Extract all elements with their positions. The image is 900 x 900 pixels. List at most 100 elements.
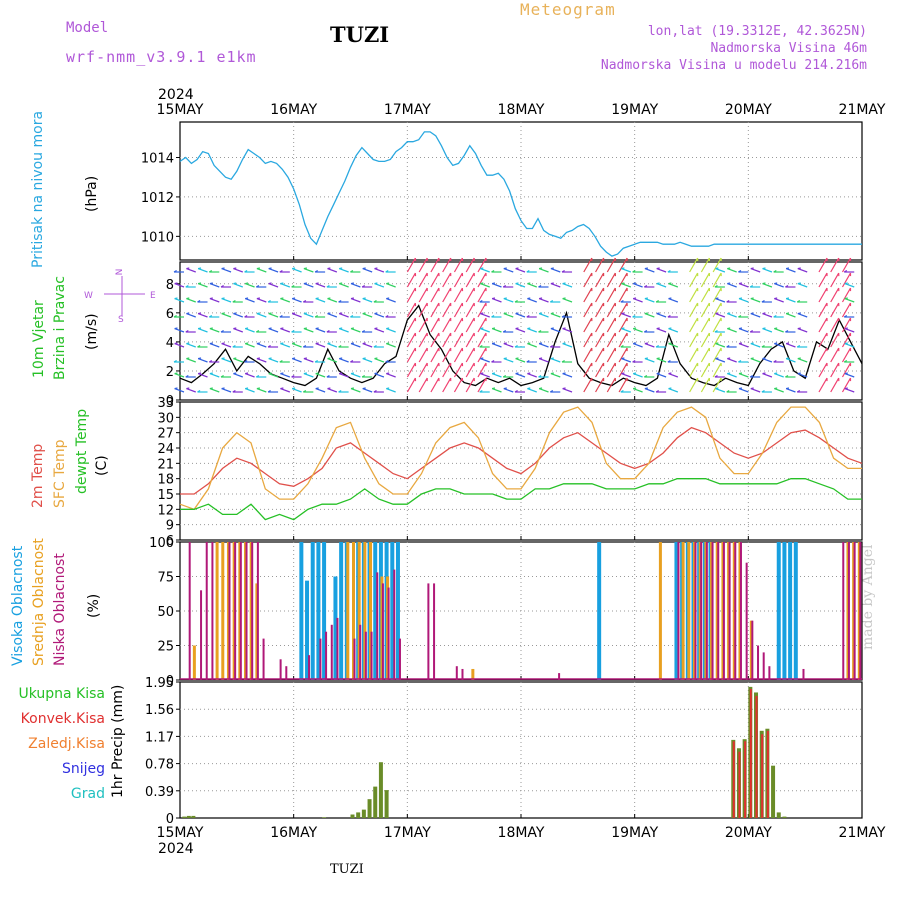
wind-arrow — [750, 358, 761, 363]
cloud_cover-bar-2 — [739, 542, 742, 680]
wind-arrow — [244, 283, 255, 288]
wind-arrow — [830, 272, 840, 288]
cloud_cover-bar-2 — [200, 590, 203, 680]
wind-arrow-head — [315, 297, 319, 300]
wind-arrow-head — [280, 342, 284, 345]
wind-arrow — [762, 313, 773, 318]
wind-arrow-head — [480, 282, 484, 285]
wind-arrow — [595, 332, 605, 348]
wind-arrow-head — [633, 372, 637, 375]
temperature-ytick-label: 33 — [157, 396, 174, 411]
cloud_cover-bar-0 — [793, 542, 798, 680]
wind-arrow — [477, 362, 487, 378]
legend-hail: Grad — [70, 786, 105, 802]
cloud_cover-bar-2 — [376, 572, 379, 680]
wind-arrow-head — [315, 282, 319, 285]
wind-arrow — [668, 298, 679, 303]
wind-arrow — [712, 362, 722, 378]
wind-arrow — [406, 302, 416, 318]
cloud_cover-bar-2 — [359, 624, 362, 680]
wind-arrow-head — [738, 327, 743, 330]
wind-arrow-head — [339, 372, 343, 375]
wind-arrow — [644, 358, 655, 363]
wind-arrow — [550, 313, 561, 318]
wind-arrow — [197, 358, 208, 363]
temperature-series-1 — [179, 406, 862, 511]
wind-arrow — [480, 328, 490, 333]
wind-arrow — [480, 283, 490, 288]
wind-arrow — [209, 328, 220, 333]
wind-arrow — [197, 328, 208, 333]
wind-arrow — [362, 388, 373, 393]
wind-arrow-head — [515, 312, 519, 315]
legend-frz-rain: Zaledj.Kisa — [28, 736, 105, 752]
wind-arrow-head — [797, 312, 801, 315]
wind-arrow — [315, 388, 326, 393]
wind-arrow — [738, 298, 749, 303]
wind-arrow-head — [527, 282, 531, 285]
wind-arrow — [656, 313, 667, 318]
cloud_cover-ytick-label: 50 — [157, 605, 174, 620]
wind-arrow-head — [279, 314, 283, 318]
wind-arrow — [668, 373, 679, 378]
wind-arrow — [503, 358, 514, 363]
wind-arrow — [503, 388, 514, 393]
wind-arrow-head — [303, 267, 308, 270]
wind-arrow-head — [621, 282, 625, 285]
wind-arrow — [430, 272, 440, 288]
wind-arrow-head — [208, 269, 213, 273]
wind-arrow — [841, 287, 852, 303]
wind-arrow — [186, 313, 196, 318]
wind-arrow — [785, 298, 796, 303]
wind-arrow — [291, 298, 302, 303]
wind-arrow — [418, 362, 428, 378]
wind-arrow — [797, 328, 808, 333]
wind-arrow-head — [562, 327, 566, 330]
wind-arrow — [280, 343, 291, 348]
wind-arrow — [689, 272, 699, 288]
wind-arrow — [550, 358, 561, 363]
cloud_cover-bar-2 — [677, 542, 680, 680]
wind-arrow — [477, 257, 487, 273]
pressure-ytick-label: 1014 — [141, 151, 174, 166]
wind-arrow — [632, 298, 643, 303]
wind-arrow — [386, 388, 396, 393]
precipitation-bar-0 — [191, 815, 196, 818]
wind-arrow-head — [173, 359, 177, 363]
wind-arrow — [727, 328, 737, 333]
wind-arrow-head — [256, 357, 261, 360]
wind-arrow-head — [527, 372, 531, 375]
wind-arrow — [209, 388, 220, 393]
wind-arrow — [656, 268, 667, 273]
wind-arrow — [797, 283, 808, 288]
wind-arrow-head — [362, 342, 366, 345]
wind-arrow-head — [502, 329, 507, 333]
cloud_cover-bar-2 — [751, 620, 754, 680]
wind-arrow — [465, 347, 475, 363]
wind-arrow-head — [620, 389, 624, 393]
precipitation-bar-0 — [384, 790, 389, 818]
temperature-ytick-label: 9 — [166, 519, 174, 534]
wind-arrow-head — [844, 282, 848, 285]
wind-arrow — [430, 347, 440, 363]
wind-arrow — [291, 358, 302, 363]
wind-arrow-head — [221, 387, 225, 390]
wind-arrow-head — [480, 267, 484, 270]
wind-arrow-head — [374, 372, 378, 375]
wind-arrow-head — [503, 297, 507, 300]
wind-arrow-head — [843, 314, 848, 318]
wind-arrow-head — [479, 344, 483, 348]
wind-arrow-head — [796, 389, 801, 393]
wind-arrow-head — [715, 387, 719, 390]
wind-arrow — [386, 343, 396, 348]
wind-arrow — [583, 287, 593, 303]
wind-arrow-head — [232, 344, 236, 348]
wind-arrow — [689, 317, 699, 333]
wind-arrow — [256, 388, 267, 393]
wind-arrow — [374, 373, 385, 378]
wind-arrow — [291, 343, 302, 348]
wind-arrow — [350, 328, 361, 333]
precipitation-bar-1 — [766, 730, 769, 818]
wind-arrow — [418, 317, 428, 333]
wind-arrow — [700, 362, 710, 378]
